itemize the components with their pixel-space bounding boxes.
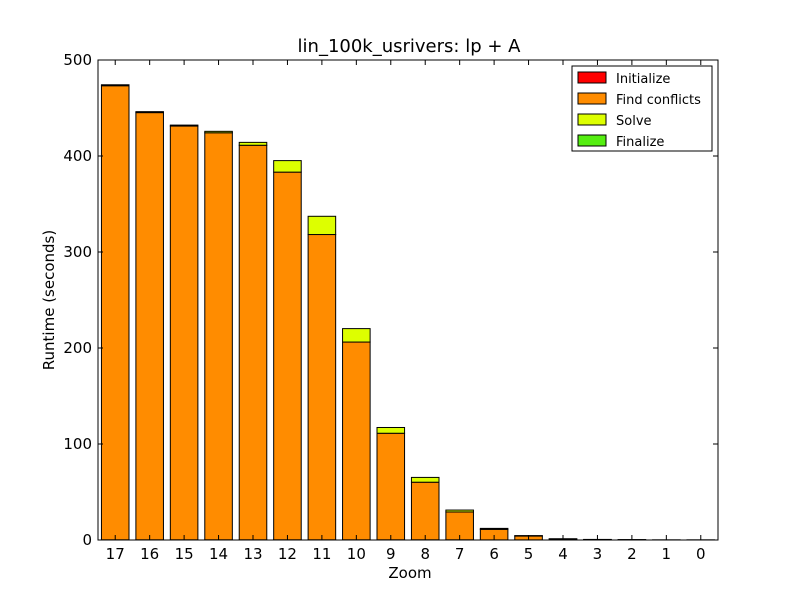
y-axis: 0 100 200 300 400 500 [63,51,718,549]
bar-segment-find-conflicts-zoom-14 [204,132,233,541]
x-tick-label: 2 [627,545,637,563]
bar-segment-solve-zoom-17 [100,84,130,87]
bar-segment-find-conflicts-zoom-13 [238,144,268,541]
x-tick-label: 11 [312,545,331,563]
legend-swatch-solve [577,113,607,126]
legend-swatch-find-conflicts [577,92,607,105]
legend-label-finalize: Finalize [616,135,664,150]
y-tick-label: 500 [63,51,92,69]
y-tick-label: 400 [63,147,92,165]
bar-segment-find-conflicts-zoom-12 [273,171,302,541]
y-tick-label: 200 [63,339,92,357]
bar-segment-find-conflicts-zoom-9 [376,432,406,541]
bar-segment-find-conflicts-zoom-11 [307,234,337,541]
x-tick-label: 15 [175,545,194,563]
x-tick-label: 3 [593,545,603,563]
bar-segment-solve-zoom-9 [376,426,406,434]
x-tick-label: 13 [243,545,262,563]
x-tick-label: 4 [558,545,568,563]
y-tick-label: 300 [63,243,92,261]
y-tick-label: 0 [82,531,92,549]
bar-segment-solve-zoom-15 [169,124,199,127]
x-tick-label: 12 [278,545,297,563]
bar-segment-find-conflicts-zoom-8 [410,481,440,541]
y-axis-label: Runtime (seconds) [40,230,58,370]
bar-segment-solve-zoom-8 [410,476,440,483]
x-axis: 17 16 15 14 13 12 11 10 9 8 7 6 5 4 3 2 1 0 [106,60,706,563]
x-tick-label: 7 [455,545,465,563]
x-tick-label: 0 [696,545,706,563]
x-axis-label: Zoom [388,564,431,582]
x-tick-label: 16 [140,545,159,563]
plot-area-frame [97,59,719,541]
legend-label-initialize: Initialize [616,72,670,87]
bar-segment-solve-zoom-7 [445,509,474,513]
legend-label-find-conflicts: Find conflicts [616,93,701,108]
x-tick-label: 10 [347,545,366,563]
chart-title: lin_100k_usrivers: lp + A [298,36,522,57]
legend: Initialize Find conflicts Solve Finalize [571,65,713,152]
y-tick-label: 100 [63,435,92,453]
bar-segment-solve-zoom-13 [238,141,268,146]
x-tick-label: 6 [489,545,499,563]
legend-swatch-finalize [577,134,607,147]
bar-segment-find-conflicts-zoom-17 [100,85,130,541]
bar-segment-solve-zoom-10 [342,328,371,343]
bar-segment-find-conflicts-zoom-16 [135,112,164,541]
x-tick-label: 17 [106,545,125,563]
bar-segment-solve-zoom-11 [307,215,337,236]
x-tick-label: 14 [209,545,228,563]
bar-segment-find-conflicts-zoom-15 [169,125,199,541]
bar-segment-find-conflicts-zoom-10 [342,341,371,541]
x-tick-label: 5 [524,545,534,563]
bar-segment-solve-zoom-12 [273,160,302,173]
legend-label-solve: Solve [616,114,652,129]
bar-segment-solve-zoom-14 [204,130,233,134]
legend-swatch-initialize [577,71,607,84]
x-tick-label: 8 [420,545,430,563]
x-tick-label: 9 [386,545,396,563]
bar-segment-solve-zoom-16 [135,111,164,114]
x-tick-label: 1 [662,545,672,563]
bar-segment-solve-zoom-6 [479,527,509,530]
bars-layer [100,84,716,541]
